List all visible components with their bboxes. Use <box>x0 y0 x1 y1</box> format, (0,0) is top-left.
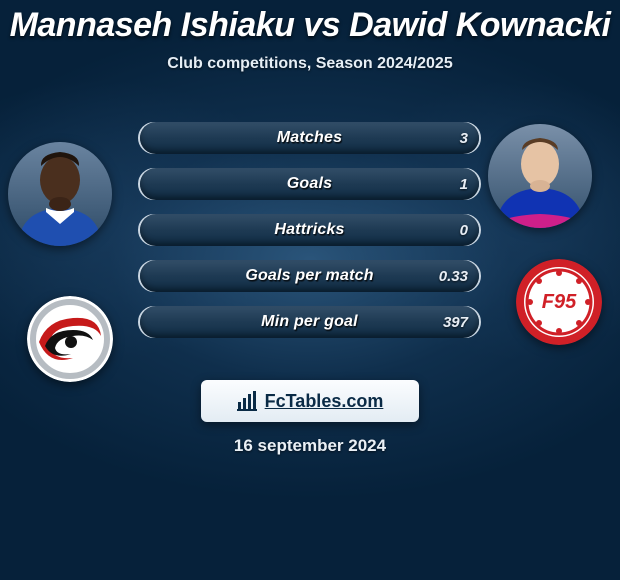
season-subtitle: Club competitions, Season 2024/2025 <box>0 55 620 73</box>
stats-bars: Matches Matches 3 Goals Goals 1 Hattrick… <box>138 122 481 352</box>
player2-avatar <box>488 124 592 228</box>
stat-fill <box>140 214 479 246</box>
stat-fill <box>140 168 479 200</box>
stat-fill <box>140 306 479 338</box>
player1-avatar <box>8 142 112 246</box>
stat-fill <box>140 122 479 154</box>
stat-value: 3 <box>460 124 468 152</box>
stat-value: 0.33 <box>439 262 468 290</box>
stat-value: 0 <box>460 216 468 244</box>
player1-club-badge <box>27 296 113 382</box>
stat-row-hattricks: Hattricks Hattricks 0 <box>138 214 481 246</box>
site-name: FcTables.com <box>265 391 384 412</box>
stat-fill <box>140 260 479 292</box>
player2-club-badge: F95 <box>516 259 602 345</box>
svg-text:F95: F95 <box>542 291 577 313</box>
stat-value: 397 <box>443 308 468 336</box>
fctables-link[interactable]: FcTables.com <box>201 380 419 422</box>
page-title: Mannaseh Ishiaku vs Dawid Kownacki <box>0 0 620 45</box>
stat-row-goals-per-match: Goals per match Goals per match 0.33 <box>138 260 481 292</box>
snapshot-date: 16 september 2024 <box>0 436 620 456</box>
stat-row-matches: Matches Matches 3 <box>138 122 481 154</box>
bar-chart-icon <box>237 391 259 411</box>
stat-row-min-per-goal: Min per goal Min per goal 397 <box>138 306 481 338</box>
stat-row-goals: Goals Goals 1 <box>138 168 481 200</box>
stat-value: 1 <box>460 170 468 198</box>
